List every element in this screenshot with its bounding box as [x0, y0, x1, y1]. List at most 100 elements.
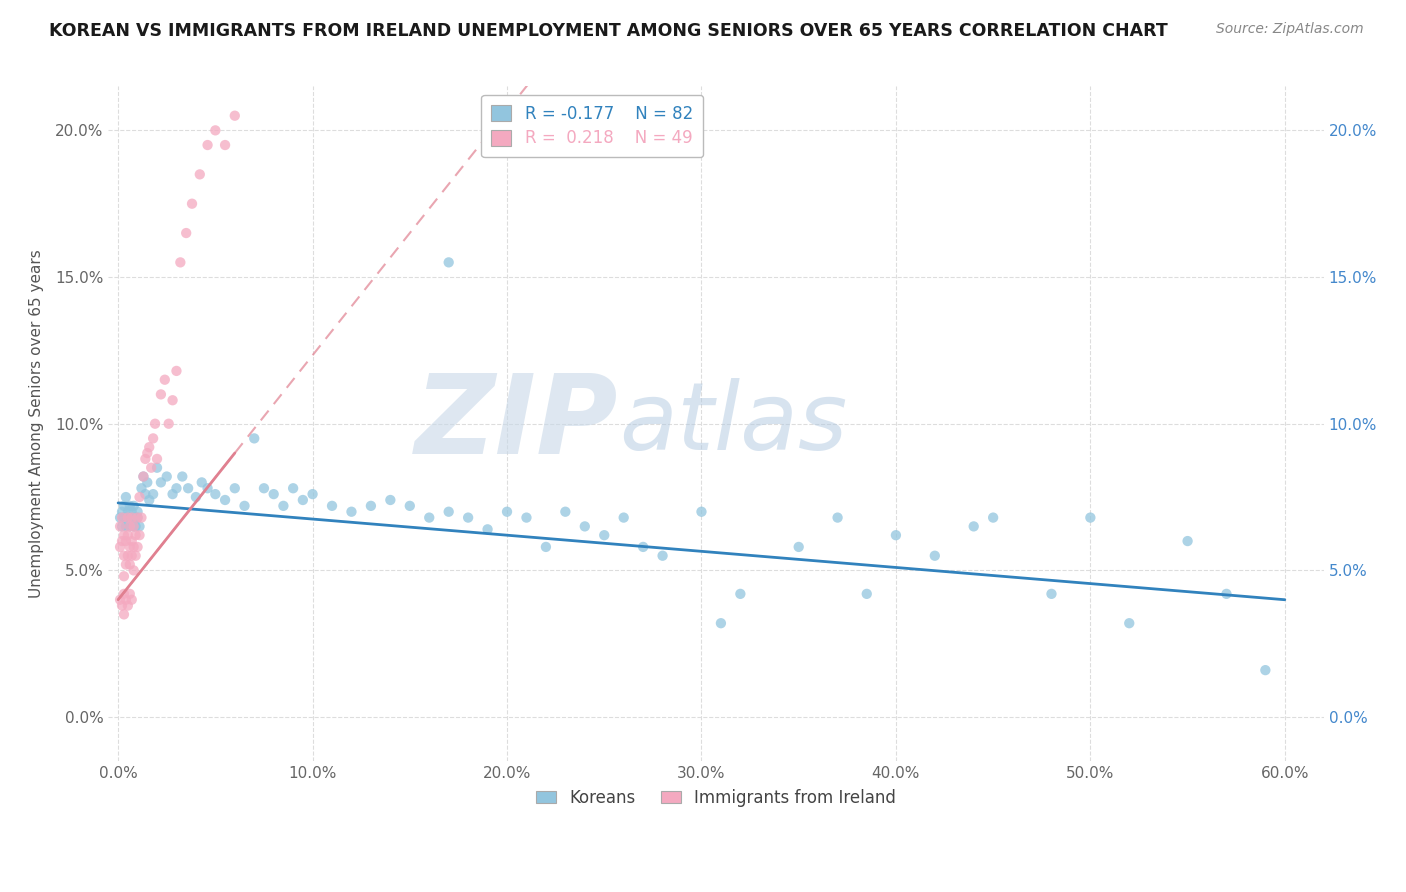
Point: [263, 487, 285, 501]
Point: [166, 481, 188, 495]
Point: [496, 505, 519, 519]
Point: [115, 534, 138, 549]
Point: [108, 510, 131, 524]
Point: [827, 510, 849, 524]
Point: [197, 481, 219, 495]
Point: [301, 487, 323, 501]
Point: [141, 460, 163, 475]
Point: [437, 505, 460, 519]
Point: [457, 510, 479, 524]
Point: [1254, 663, 1277, 677]
Point: [128, 490, 150, 504]
Point: [118, 499, 141, 513]
Point: [121, 510, 143, 524]
Point: [131, 481, 153, 495]
Point: [121, 510, 143, 524]
Point: [117, 549, 139, 563]
Point: [127, 510, 149, 524]
Point: [112, 528, 135, 542]
Point: [321, 499, 343, 513]
Point: [121, 549, 143, 563]
Point: [122, 563, 145, 577]
Point: [111, 519, 134, 533]
Point: [112, 549, 135, 563]
Point: [190, 475, 212, 490]
Point: [111, 505, 134, 519]
Point: [153, 373, 176, 387]
Text: ZIP: ZIP: [415, 370, 619, 477]
Point: [124, 549, 146, 563]
Point: [360, 499, 382, 513]
Point: [124, 519, 146, 533]
Point: [651, 549, 673, 563]
Y-axis label: Unemployment Among Seniors over 65 years: Unemployment Among Seniors over 65 years: [30, 250, 44, 599]
Point: [787, 540, 810, 554]
Point: [121, 534, 143, 549]
Point: [149, 475, 172, 490]
Point: [127, 540, 149, 554]
Point: [204, 487, 226, 501]
Point: [156, 469, 179, 483]
Point: [115, 490, 138, 504]
Point: [111, 510, 134, 524]
Point: [243, 431, 266, 445]
Point: [166, 364, 188, 378]
Point: [174, 226, 197, 240]
Point: [730, 587, 752, 601]
Point: [121, 592, 143, 607]
Point: [281, 481, 304, 495]
Point: [122, 499, 145, 513]
Point: [554, 505, 576, 519]
Point: [115, 558, 138, 572]
Point: [117, 599, 139, 613]
Point: [477, 522, 499, 536]
Point: [1215, 587, 1237, 601]
Point: [631, 540, 654, 554]
Point: [122, 540, 145, 554]
Point: [118, 540, 141, 554]
Point: [117, 510, 139, 524]
Point: [418, 510, 440, 524]
Point: [574, 519, 596, 533]
Point: [710, 616, 733, 631]
Point: [132, 469, 155, 483]
Point: [380, 493, 402, 508]
Point: [142, 487, 165, 501]
Point: [117, 505, 139, 519]
Point: [115, 592, 138, 607]
Point: [214, 138, 236, 153]
Text: Source: ZipAtlas.com: Source: ZipAtlas.com: [1216, 22, 1364, 37]
Point: [131, 510, 153, 524]
Point: [224, 481, 246, 495]
Point: [112, 510, 135, 524]
Point: [188, 167, 211, 181]
Point: [515, 510, 537, 524]
Point: [214, 493, 236, 508]
Point: [112, 607, 135, 622]
Point: [963, 519, 986, 533]
Legend: Koreans, Immigrants from Ireland: Koreans, Immigrants from Ireland: [530, 782, 903, 814]
Point: [181, 196, 204, 211]
Point: [169, 255, 191, 269]
Point: [117, 510, 139, 524]
Point: [340, 505, 363, 519]
Point: [1118, 616, 1140, 631]
Text: atlas: atlas: [619, 378, 846, 469]
Point: [112, 499, 135, 513]
Point: [1040, 587, 1063, 601]
Point: [613, 510, 636, 524]
Point: [593, 528, 616, 542]
Point: [128, 528, 150, 542]
Point: [143, 417, 166, 431]
Point: [122, 519, 145, 533]
Point: [121, 505, 143, 519]
Point: [122, 519, 145, 533]
Point: [136, 475, 159, 490]
Point: [884, 528, 907, 542]
Point: [136, 446, 159, 460]
Point: [204, 123, 226, 137]
Text: KOREAN VS IMMIGRANTS FROM IRELAND UNEMPLOYMENT AMONG SENIORS OVER 65 YEARS CORRE: KOREAN VS IMMIGRANTS FROM IRELAND UNEMPL…: [49, 22, 1168, 40]
Point: [111, 599, 134, 613]
Point: [134, 487, 156, 501]
Point: [127, 505, 149, 519]
